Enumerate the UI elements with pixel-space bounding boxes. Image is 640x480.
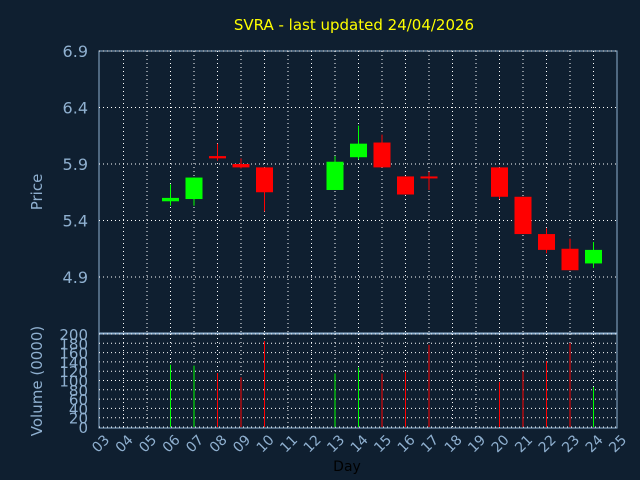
candle-13	[326, 156, 344, 190]
candle-15	[373, 134, 391, 168]
price-y-tick-labels: 6.9 6.4 5.9 5.4 4.9	[63, 42, 88, 287]
price-y-tick: 5.9	[63, 155, 88, 174]
volume-y-tick: 20	[69, 410, 88, 428]
volume-y-tick: 80	[69, 382, 88, 400]
price-y-tick: 6.4	[63, 99, 88, 118]
volume-y-tick: 200	[59, 326, 88, 344]
candle-body	[256, 167, 273, 193]
candle-14	[350, 125, 367, 160]
candles	[162, 125, 602, 271]
candle-21	[514, 196, 532, 235]
candle-17	[420, 171, 438, 190]
candle-08	[209, 143, 226, 161]
price-plot-area	[98, 50, 618, 334]
candle-body	[561, 248, 579, 271]
candle-body	[350, 143, 367, 158]
volume-y-tick: 60	[69, 391, 88, 409]
candle-22	[538, 228, 555, 254]
candle-16	[397, 176, 414, 195]
candle-body	[514, 196, 532, 235]
candle-10	[256, 167, 273, 212]
candle-body	[373, 142, 391, 168]
volume-y-tick: 100	[59, 373, 88, 391]
price-y-tick: 4.9	[63, 268, 88, 287]
candle-body	[185, 177, 203, 200]
candle-body	[420, 176, 438, 179]
x-tick-labels: 03 04 05 06 07 08 09 10 11 12 13 14 15 16 17 18 19 20 21 22…	[89, 432, 630, 456]
candle-23	[561, 238, 579, 271]
candle-body	[326, 161, 344, 190]
candle-body	[585, 249, 602, 264]
candle-body	[232, 164, 250, 168]
price-y-tick: 5.4	[63, 212, 88, 231]
candle-24	[585, 241, 602, 268]
price-panel: 6.9 6.4 5.9 5.4 4.9 Price	[28, 42, 618, 334]
candle-body	[397, 176, 414, 195]
volume-y-tick: 140	[59, 354, 88, 372]
candle-07	[185, 177, 203, 206]
volume-y-tick: 40	[69, 400, 88, 418]
volume-bars	[170, 340, 594, 427]
x-axis-label: Day	[333, 459, 361, 475]
volume-y-tick: 0	[78, 419, 88, 437]
candle-09	[232, 158, 250, 169]
volume-y-tick: 120	[59, 363, 88, 381]
candle-body	[162, 197, 179, 202]
candle-06	[162, 184, 179, 206]
volume-y-tick: 160	[59, 345, 88, 363]
chart-title: SVRA - last updated 24/04/2026	[234, 16, 474, 34]
volume-y-tick: 180	[59, 335, 88, 353]
volume-axis-label: Volume (0000)	[28, 326, 46, 436]
candle-body	[491, 167, 508, 197]
candle-body	[538, 234, 555, 250]
price-axis-label: Price	[28, 174, 46, 211]
candle-body	[209, 156, 226, 159]
price-y-tick: 6.9	[63, 42, 88, 61]
candle-20	[491, 167, 508, 200]
